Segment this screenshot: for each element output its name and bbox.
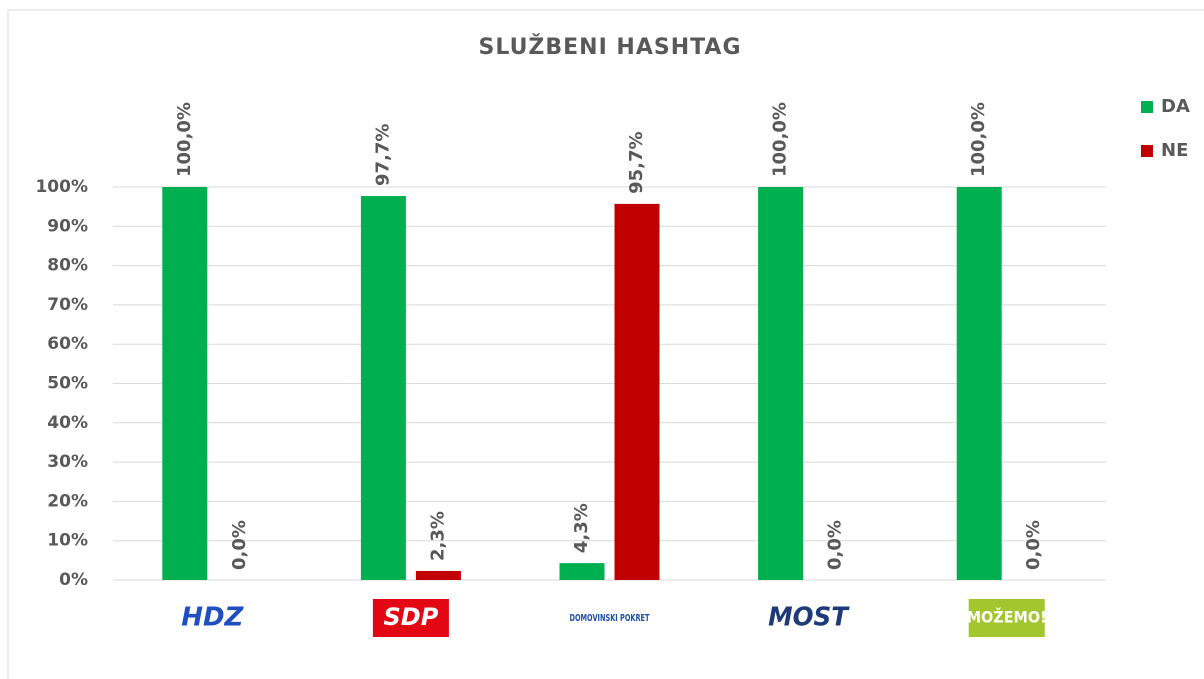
legend-swatch — [1141, 145, 1153, 157]
legend-swatch — [1141, 101, 1153, 113]
y-tick-label: 100% — [35, 177, 88, 197]
y-tick-label: 40% — [47, 413, 88, 433]
y-tick-label: 50% — [47, 374, 88, 394]
bar — [415, 570, 461, 580]
y-tick-label: 60% — [47, 334, 88, 354]
y-tick-label: 10% — [47, 531, 88, 551]
chart-title: SLUŽBENI HASHTAG — [478, 34, 741, 60]
bar — [162, 187, 208, 580]
y-tick-label: 80% — [47, 256, 88, 276]
x-tick-label: MOST — [768, 603, 850, 633]
value-label: 4,3% — [571, 503, 592, 553]
bar — [559, 563, 605, 580]
value-label: 100,0% — [968, 102, 989, 177]
y-tick-label: 70% — [47, 295, 88, 315]
value-label: 100,0% — [770, 102, 791, 177]
bar — [758, 187, 804, 580]
legend-label: NE — [1161, 140, 1188, 161]
value-label: 100,0% — [174, 102, 195, 177]
value-label: 0,0% — [825, 520, 846, 570]
value-label: 0,0% — [229, 520, 250, 570]
y-tick-label: 20% — [47, 491, 88, 511]
bar — [614, 203, 660, 581]
y-tick-label: 90% — [47, 216, 88, 236]
value-label: 2,3% — [427, 511, 448, 561]
y-tick-label: 30% — [47, 452, 88, 472]
value-label: 95,7% — [626, 131, 647, 193]
bar — [956, 187, 1002, 580]
value-label: 97,7% — [372, 124, 393, 186]
logo-background — [372, 599, 449, 637]
x-tick-label: HDZ — [181, 603, 244, 633]
value-label: 0,0% — [1023, 520, 1044, 570]
y-tick-label: 0% — [59, 570, 88, 590]
x-tick-label: DOMOVINSKI POKRET — [570, 613, 650, 624]
x-tick-label: SDP — [384, 603, 439, 631]
bar — [360, 196, 406, 580]
logo-background — [968, 599, 1045, 637]
x-tick-label: MOŽEMO! — [967, 608, 1047, 627]
legend-label: DA — [1161, 96, 1190, 117]
